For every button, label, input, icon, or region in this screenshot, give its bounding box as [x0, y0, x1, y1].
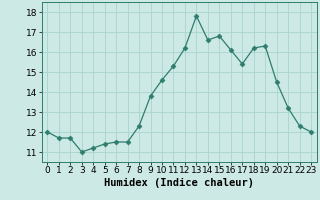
X-axis label: Humidex (Indice chaleur): Humidex (Indice chaleur): [104, 178, 254, 188]
